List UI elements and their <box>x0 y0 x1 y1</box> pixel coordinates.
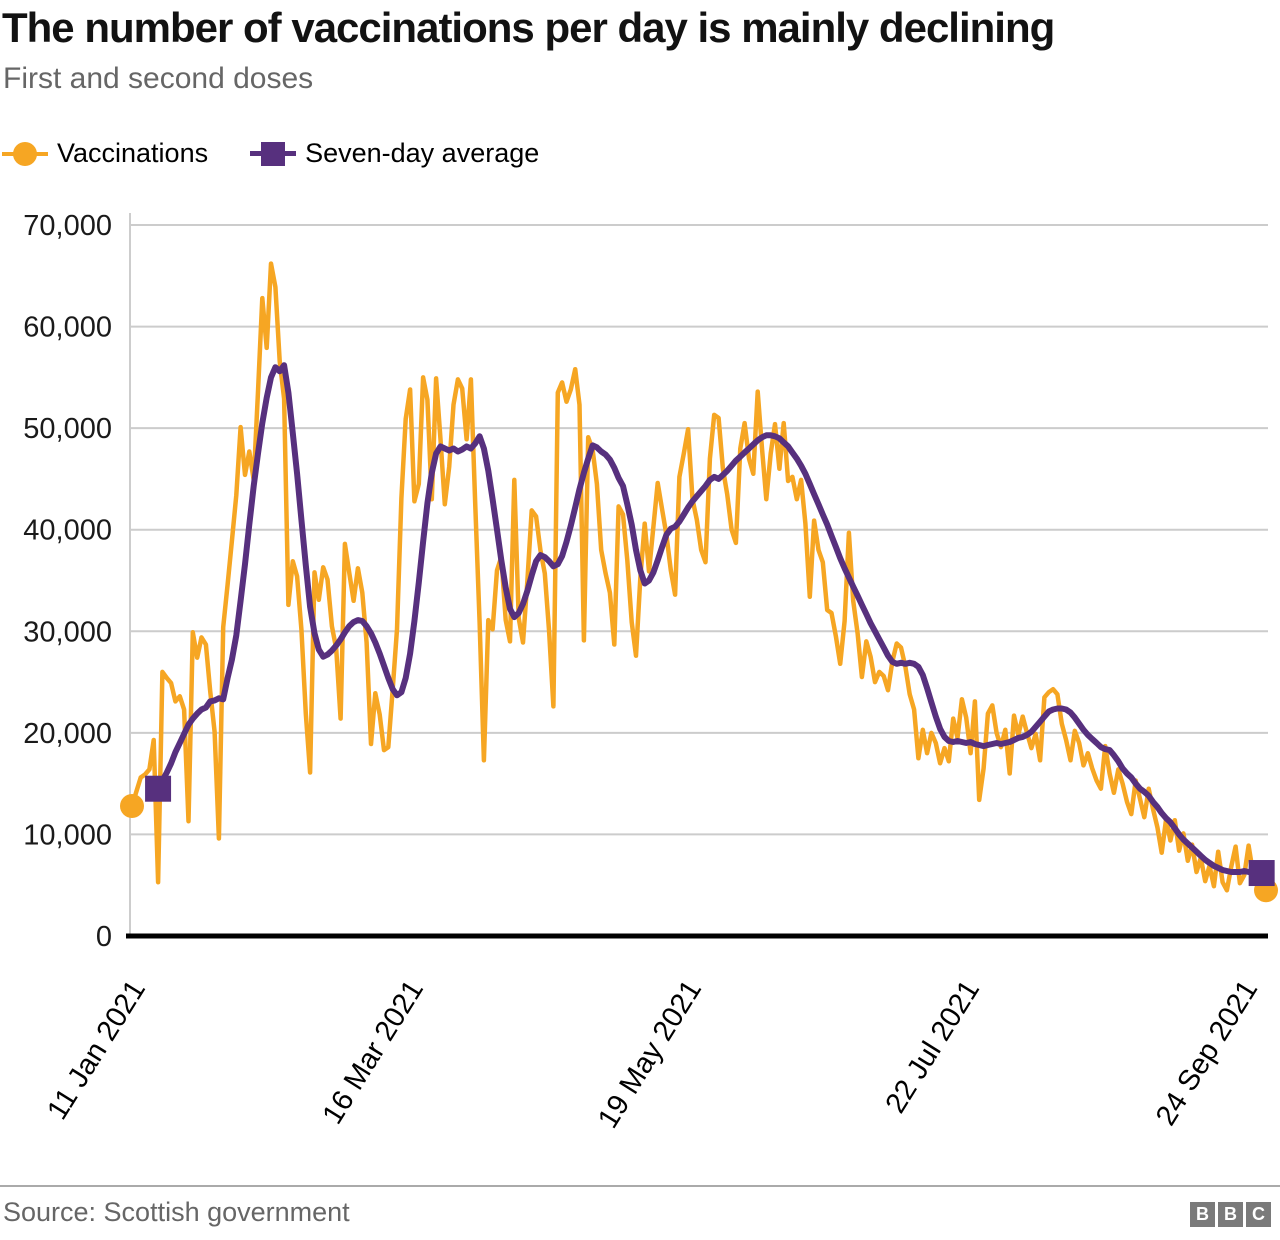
y-tick-label: 60,000 <box>23 312 112 344</box>
legend-label-seven-day-average: Seven-day average <box>305 138 540 168</box>
source-text: Source: Scottish government <box>3 1197 350 1227</box>
bbc-logo-letter: B <box>1218 1202 1243 1227</box>
y-tick-label: 10,000 <box>23 819 112 851</box>
y-tick-label: 0 <box>96 921 112 953</box>
legend-label-vaccinations: Vaccinations <box>57 138 209 168</box>
y-tick-label: 20,000 <box>23 718 112 750</box>
page-title: The number of vaccinations per day is ma… <box>2 4 1055 51</box>
x-tick-label: 24 Sep 2021 <box>1150 975 1264 1131</box>
x-tick-label: 22 Jul 2021 <box>880 975 987 1119</box>
footer-divider <box>0 1185 1280 1187</box>
chart-legend: Vaccinations Seven-day average <box>2 138 539 169</box>
x-tick-label: 16 Mar 2021 <box>317 975 430 1130</box>
seven-day-average-start-marker <box>145 775 172 802</box>
x-tick-label: 11 Jan 2021 <box>41 975 152 1126</box>
seven-day-average-end-marker <box>1248 860 1275 887</box>
y-tick-label: 70,000 <box>23 210 112 242</box>
bbc-logo: B B C <box>1190 1202 1271 1227</box>
chart-subtitle: First and second doses <box>3 62 314 95</box>
y-tick-label: 50,000 <box>23 413 112 445</box>
vaccinations-circle-icon <box>2 139 48 169</box>
bbc-logo-letter: C <box>1246 1202 1271 1227</box>
vaccinations-line <box>129 261 1269 893</box>
y-tick-label: 40,000 <box>23 515 112 547</box>
vaccinations-start-marker <box>120 793 144 818</box>
x-tick-label: 19 May 2021 <box>592 975 708 1134</box>
legend-item-seven-day-average: Seven-day average <box>250 138 539 169</box>
y-tick-label: 30,000 <box>23 616 112 648</box>
legend-item-vaccinations: Vaccinations <box>2 138 208 169</box>
bbc-logo-letter: B <box>1190 1202 1215 1227</box>
seven-day-average-square-icon <box>250 139 297 169</box>
seven-day-average-line <box>155 362 1265 877</box>
